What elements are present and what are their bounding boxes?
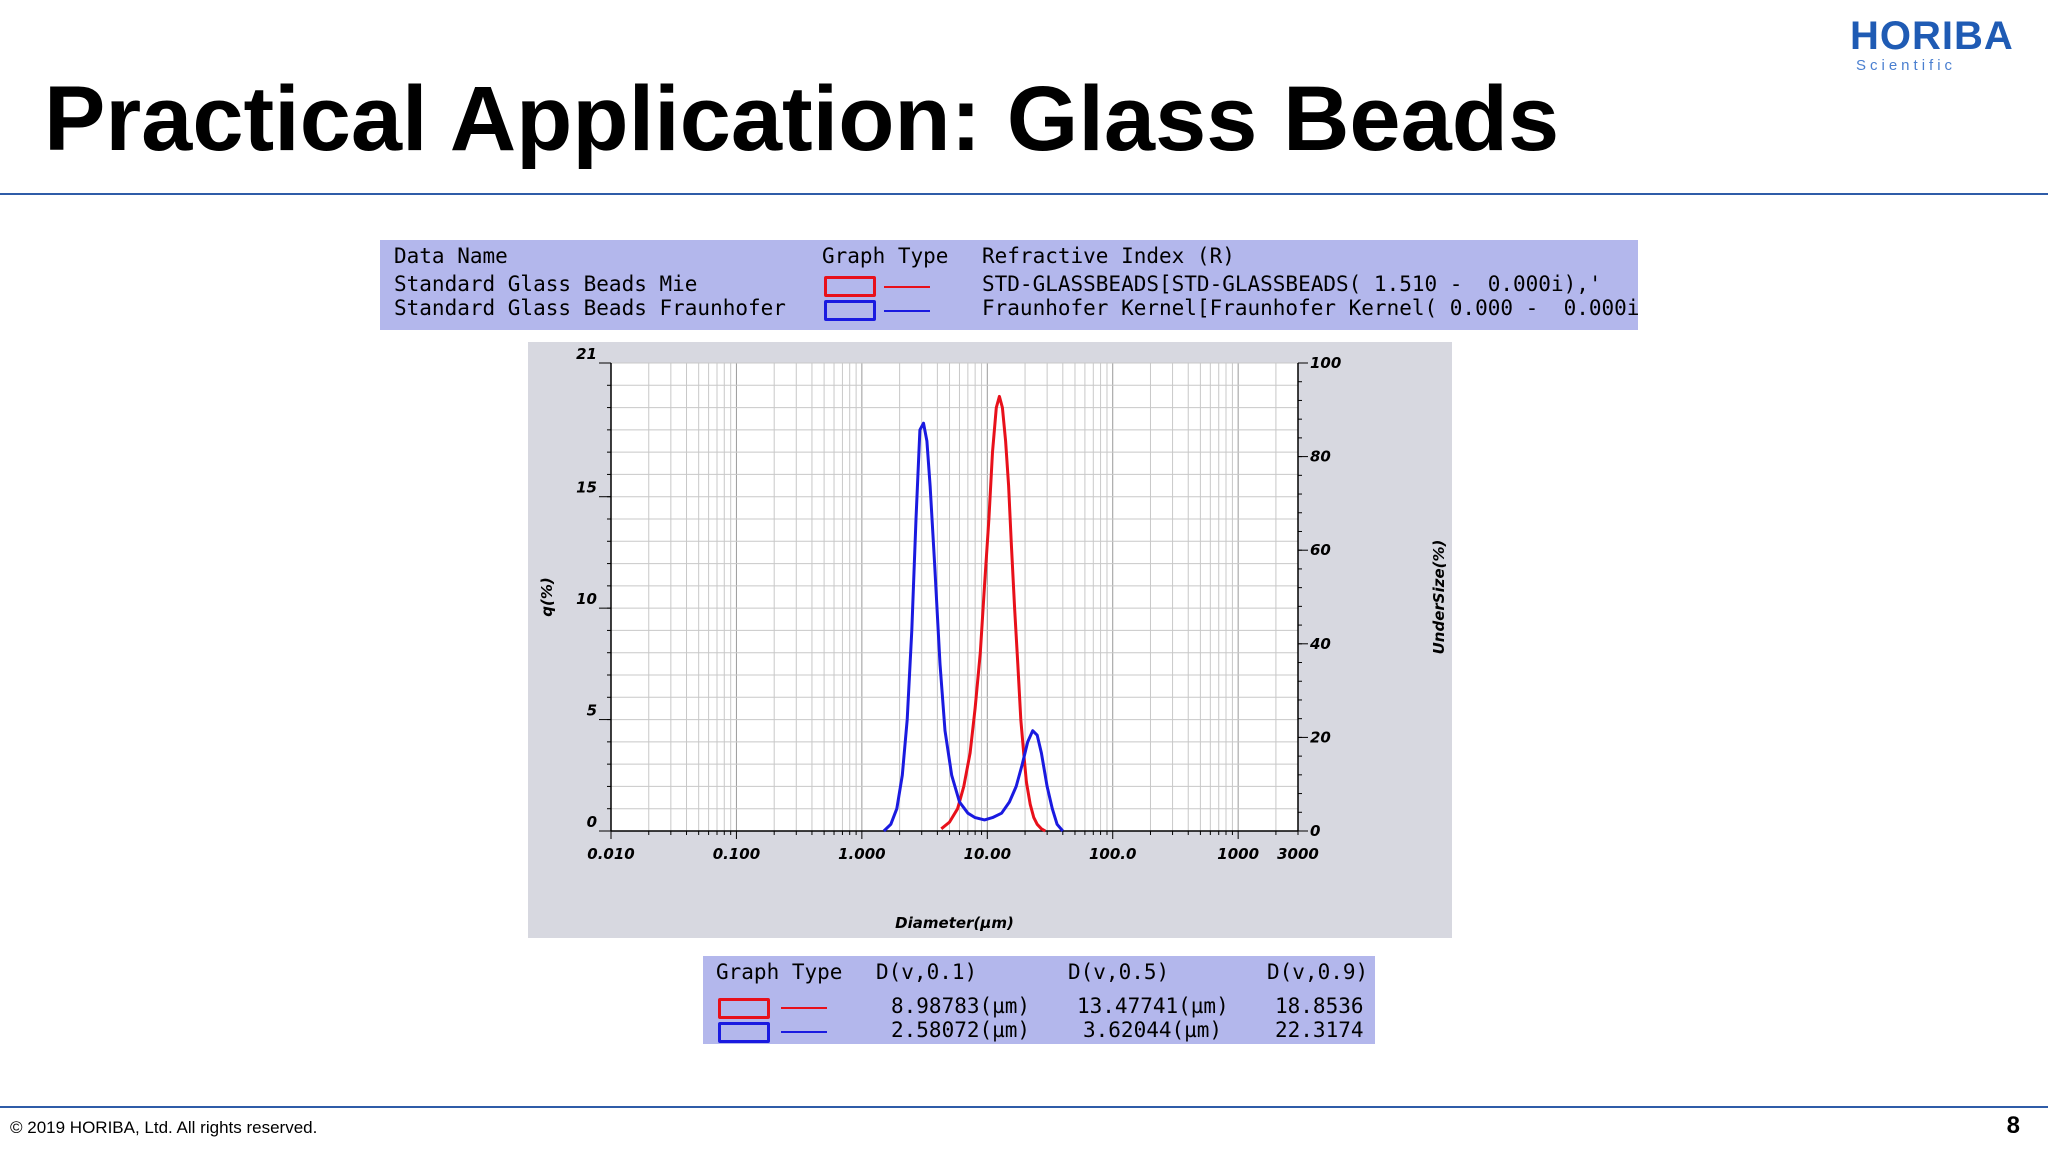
series-line-1 [882,421,1064,833]
y-tick-label: 0 [587,813,597,831]
x-axis-title: Diameter(µm) [895,914,1014,932]
stats-swatch-fraunhofer [718,1022,770,1043]
legend-swatch-fraunhofer [824,300,876,321]
y-tick-label: 21 [576,345,597,363]
statistics-table: Graph Type D(v,0.1) D(v,0.5) D(v,0.9) 8.… [703,956,1375,1044]
legend-row-fraunhofer-ri: Fraunhofer Kernel[Fraunhofer Kernel( 0.0… [982,296,1638,320]
x-tick-label: 10.00 [964,845,1011,863]
legend-header-data-name: Data Name [394,244,508,268]
stats-fraunhofer-d50: 3.62044(µm) [1083,1018,1223,1042]
x-tick-label: 0.100 [713,845,760,863]
stats-mie-d50: 13.47741(µm) [1077,994,1229,1018]
y-tick-label: 10 [576,590,597,608]
stats-header-d90: D(v,0.9) [1267,960,1369,984]
tick-labels: 0 5 10 15 21 0 20 40 60 80 100 0.010 0.100 1.000 10.00… [538,345,1448,932]
stats-header-d10: D(v,0.1) [876,960,978,984]
footer-divider [0,1106,2048,1108]
y2-tick-label: 80 [1310,448,1331,466]
legend-row-mie-ri: STD-GLASSBEADS[STD-GLASSBEADS( 1.510 - 0… [982,272,1602,296]
chart-panel: 0 5 10 15 21 0 20 40 60 80 100 0.010 0.100 1.000 10.00… [528,342,1452,938]
stats-mie-d90: 18.8536 [1275,994,1364,1018]
y-axis-title: q(%) [538,577,556,616]
y-tick-label: 15 [576,479,597,497]
x-tick-label: 1000 [1217,845,1259,863]
series [882,394,1064,833]
stats-header-graph-type: Graph Type [716,960,843,984]
y-tick-label: 5 [587,702,597,720]
legend-row-mie-name: Standard Glass Beads Mie [394,272,698,296]
y2-tick-label: 20 [1310,728,1331,746]
title-divider [0,193,2048,195]
y2-tick-label: 0 [1310,822,1320,840]
copyright-text: © 2019 HORIBA, Ltd. All rights reserved. [10,1118,318,1137]
legend-line-mie [884,286,930,288]
legend-header-refractive-index: Refractive Index (R) [982,244,1235,268]
legend-header-graph-type: Graph Type [822,244,949,268]
x-tick-label: 3000 [1277,845,1319,863]
axes [599,362,1308,839]
logo-subtext: Scientific [1856,57,1957,74]
legend-line-fraunhofer [884,310,930,312]
slide-title: Practical Application: Glass Beads [44,68,1560,170]
y2-tick-label: 100 [1310,354,1341,372]
legend-swatch-mie [824,276,876,297]
plot-area [611,363,1298,831]
logo-brand-text: HORIBA [1850,14,2014,58]
particle-size-chart: 0 5 10 15 21 0 20 40 60 80 100 0.010 0.100 1.000 10.00… [538,345,1448,932]
x-tick-label: 1.000 [838,845,885,863]
stats-swatch-mie [718,998,770,1019]
legend-row-fraunhofer-name: Standard Glass Beads Fraunhofer [394,296,786,320]
legend-table: Data Name Graph Type Refractive Index (R… [380,240,1638,330]
horiba-logo: HORIBA Scientific [1850,14,2030,74]
stats-line-mie [781,1007,827,1009]
y2-axis-title: UnderSize(%) [1430,540,1448,655]
series-line-0 [940,394,1047,833]
x-tick-label: 100.0 [1089,845,1136,863]
y2-tick-label: 40 [1309,635,1331,653]
stats-line-fraunhofer [781,1031,827,1033]
stats-fraunhofer-d10: 2.58072(µm) [891,1018,1031,1042]
stats-header-d50: D(v,0.5) [1068,960,1170,984]
page-number: 8 [2006,1112,2020,1139]
stats-fraunhofer-d90: 22.3174 [1275,1018,1364,1042]
x-tick-label: 0.010 [587,845,634,863]
y2-tick-label: 60 [1310,541,1331,559]
stats-mie-d10: 8.98783(µm) [891,994,1031,1018]
